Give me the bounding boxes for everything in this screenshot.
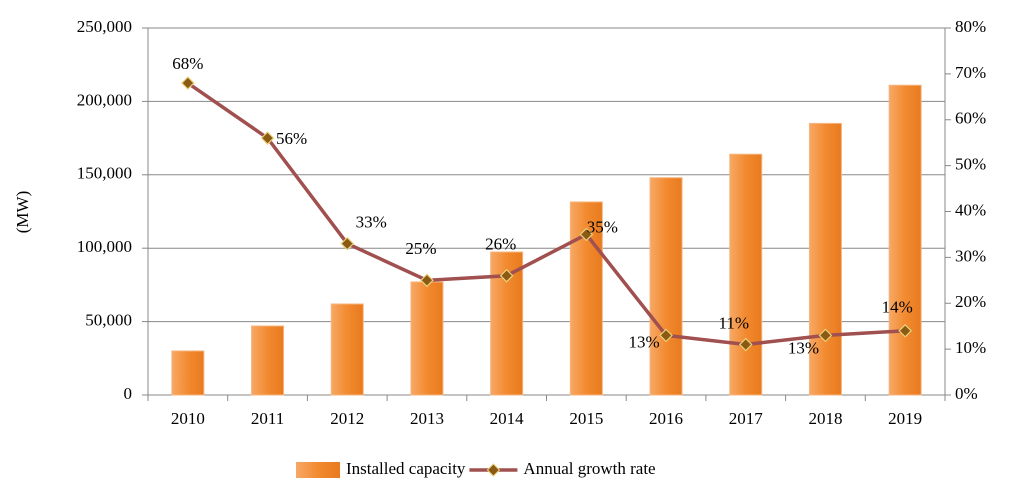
- y-tick-label: 150,000: [77, 164, 132, 183]
- bar: [808, 122, 842, 396]
- y2-tick-label: 70%: [955, 63, 986, 82]
- legend-swatch: [296, 462, 340, 478]
- x-tick-label: 2015: [569, 409, 603, 428]
- bar: [729, 153, 763, 396]
- x-tick-label: 2014: [490, 409, 525, 428]
- line: [186, 81, 906, 347]
- x-tick-label: 2011: [251, 409, 284, 428]
- data-label: 14%: [882, 298, 913, 317]
- data-label: 13%: [788, 338, 819, 357]
- y2-tick-label: 10%: [955, 338, 986, 357]
- x-tick-label: 2013: [410, 409, 444, 428]
- data-label: 56%: [276, 129, 307, 148]
- y2-tick-label: 0%: [955, 384, 978, 403]
- x-tick-label: 2017: [729, 409, 764, 428]
- data-label: 33%: [356, 213, 387, 232]
- bar: [649, 177, 683, 396]
- legend-label: Annual growth rate: [523, 459, 655, 478]
- x-tick-label: 2019: [888, 409, 922, 428]
- marker: [340, 236, 355, 251]
- bar: [888, 84, 922, 396]
- y2-tick-label: 80%: [955, 17, 986, 36]
- y-tick-label: 0: [124, 384, 133, 403]
- legend-label: Installed capacity: [346, 459, 466, 478]
- y-tick-label: 200,000: [77, 90, 132, 109]
- x-tick-label: 2010: [171, 409, 205, 428]
- data-label: 26%: [485, 235, 516, 254]
- marker: [818, 328, 833, 343]
- data-label: 35%: [587, 217, 618, 236]
- y2-tick-label: 50%: [955, 155, 986, 174]
- marker: [738, 337, 753, 352]
- bar: [330, 303, 364, 396]
- marker: [420, 273, 434, 288]
- marker: [898, 323, 912, 338]
- marker: [181, 76, 195, 90]
- marker: [659, 328, 673, 343]
- marker: [499, 268, 514, 283]
- x-tick-label: 2018: [808, 409, 842, 428]
- y-tick-label: 100,000: [77, 237, 132, 256]
- bar: [410, 281, 444, 396]
- y2-tick-label: 20%: [955, 292, 986, 311]
- x-tick-label: 2016: [649, 409, 683, 428]
- legend-marker: [486, 463, 501, 477]
- y-tick-label: 250,000: [77, 17, 132, 36]
- data-label: 68%: [172, 54, 203, 73]
- marker: [579, 227, 594, 242]
- bar: [251, 325, 285, 396]
- data-label: 11%: [718, 313, 749, 332]
- y2-tick-label: 60%: [955, 109, 986, 128]
- y-axis-label: (MW): [13, 191, 32, 233]
- y2-tick-label: 40%: [955, 200, 986, 219]
- data-label: 13%: [628, 332, 659, 351]
- data-label: 25%: [405, 239, 436, 258]
- bar: [171, 350, 205, 396]
- y2-tick-label: 30%: [955, 246, 986, 265]
- y-tick-label: 50,000: [85, 311, 132, 330]
- x-tick-label: 2012: [330, 409, 364, 428]
- marker: [260, 131, 275, 145]
